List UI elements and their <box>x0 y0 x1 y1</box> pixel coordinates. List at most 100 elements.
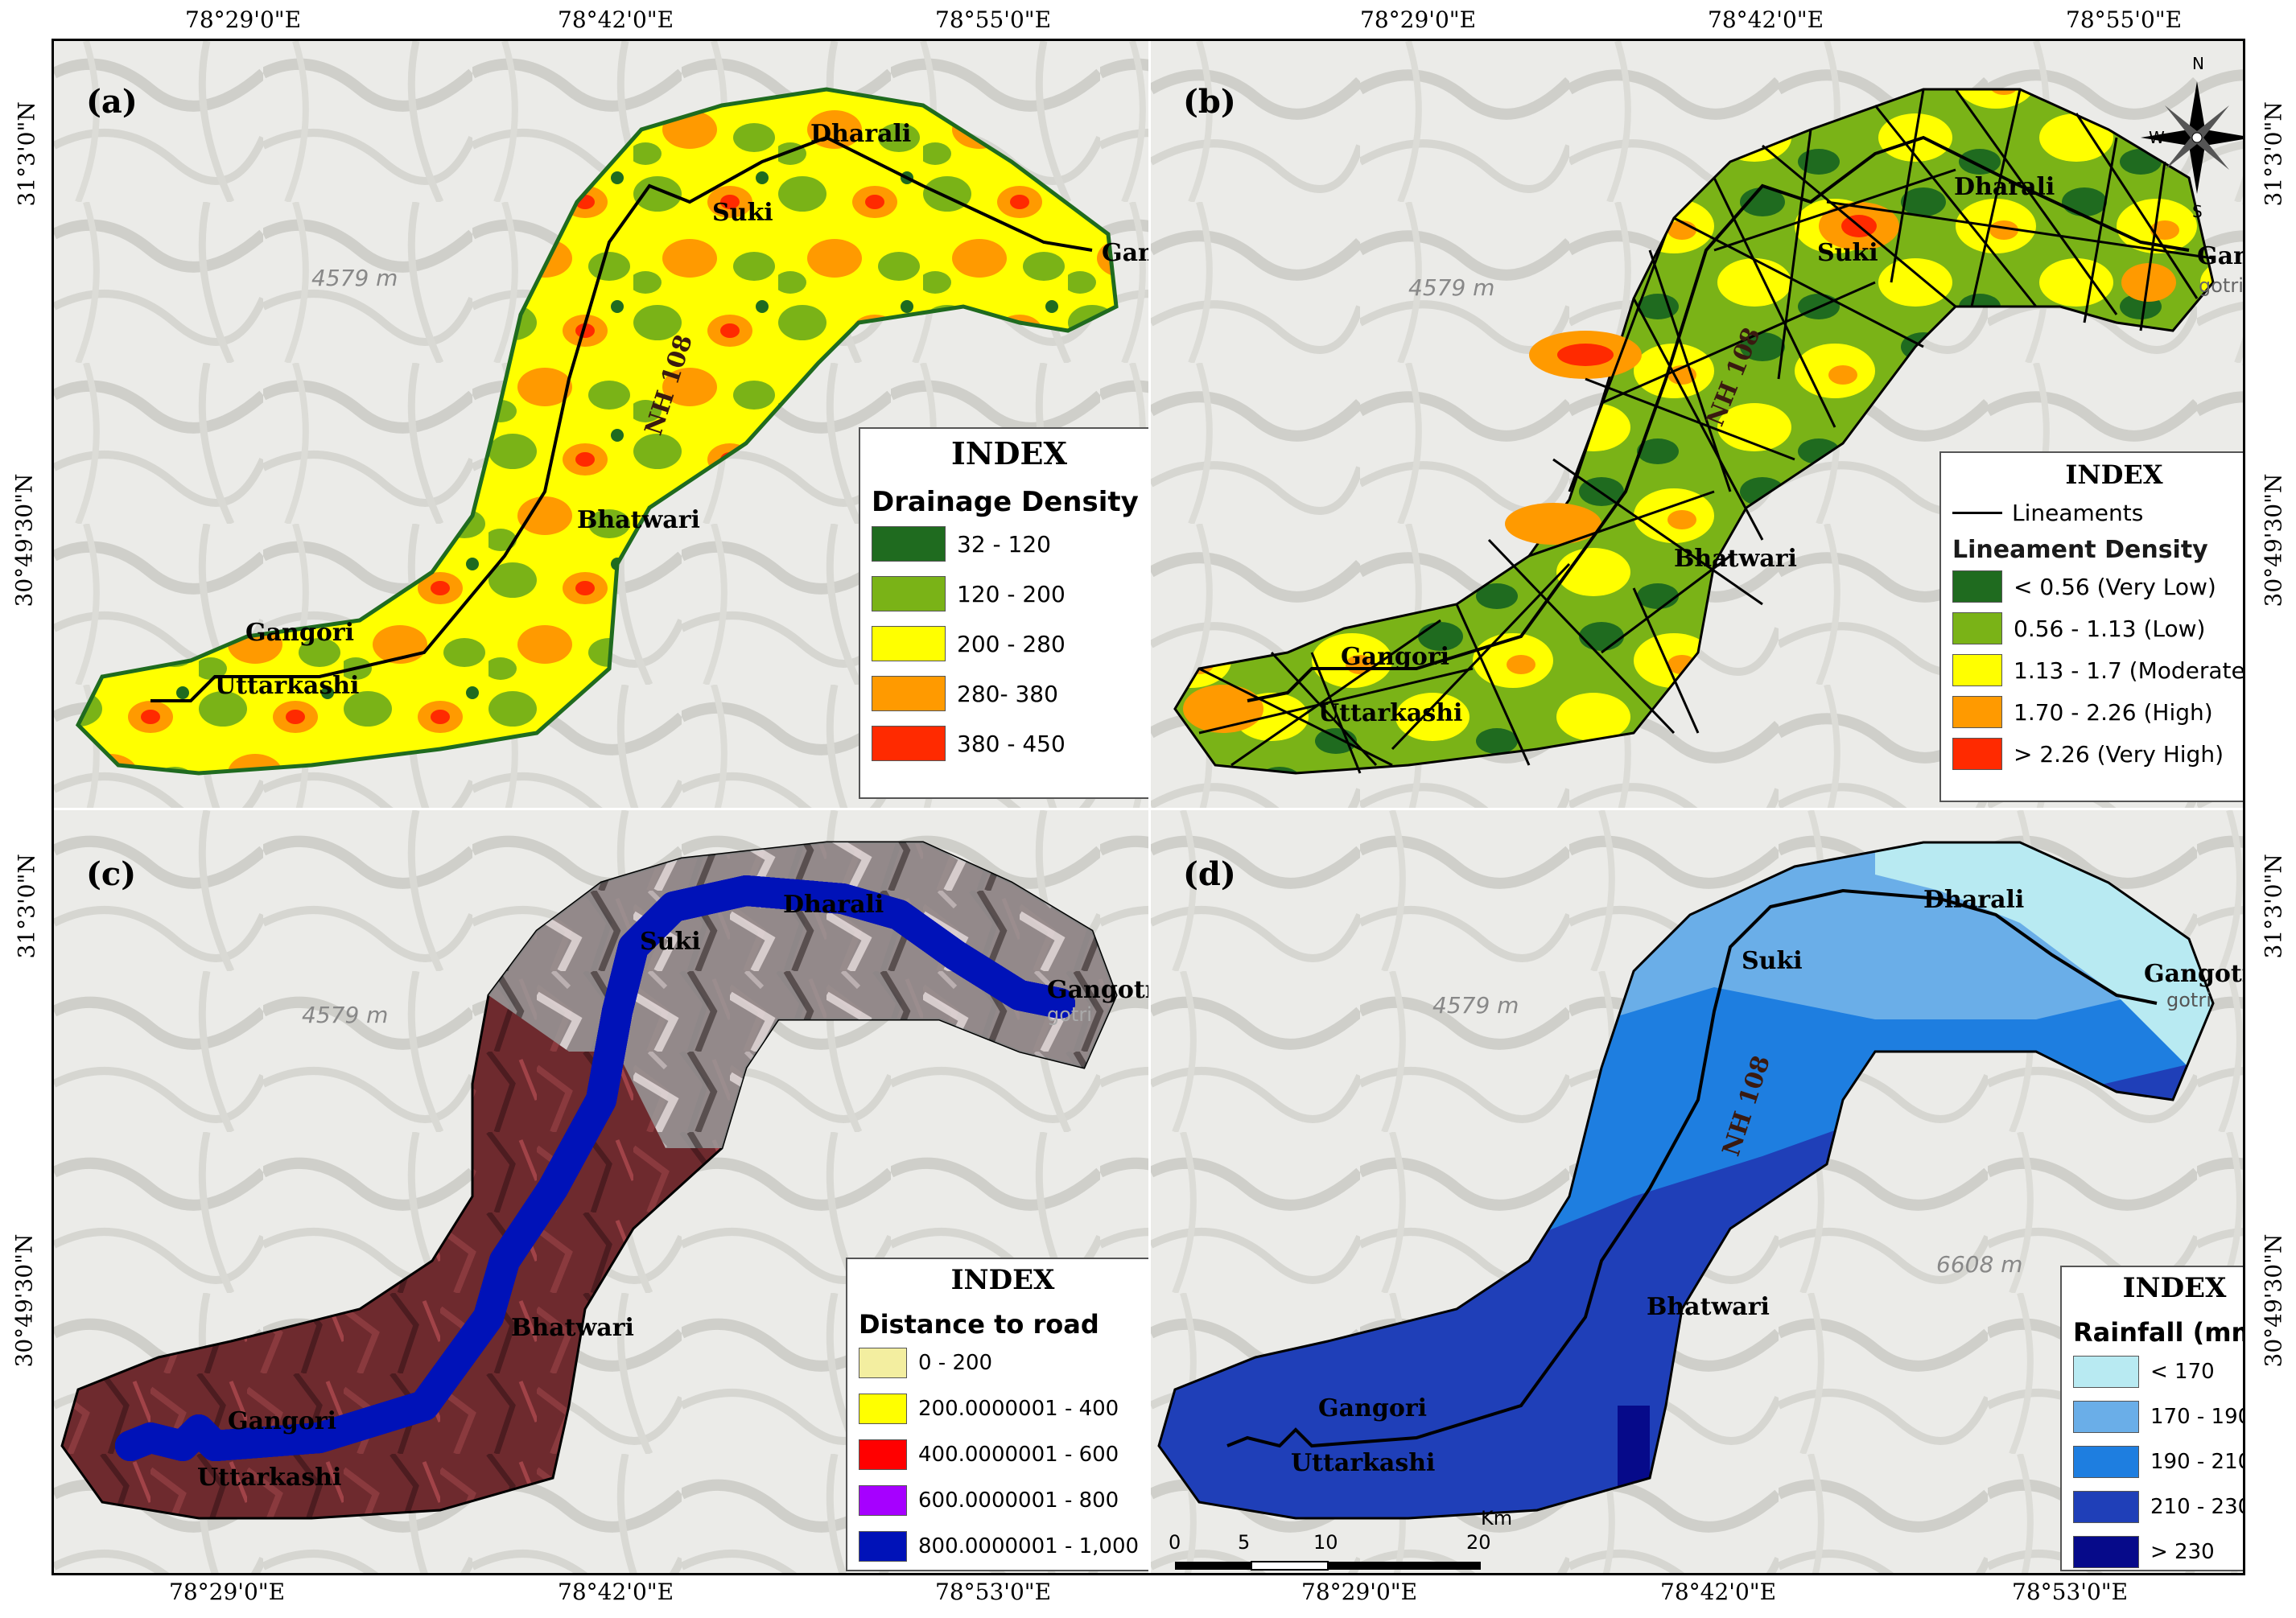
place-bhatwari-c: Bhatwari <box>511 1314 634 1342</box>
place-gangori-d: Gangori <box>1318 1394 1428 1422</box>
legend-b-label: 1.70 - 2.26 (High) <box>2014 698 2213 726</box>
legend-c-item: 200.0000001 - 400 <box>859 1394 1147 1424</box>
coord-bottom-c3: 78°53'0"E <box>935 1579 1052 1605</box>
legend-d-swatch <box>2073 1446 2139 1478</box>
gotri-label-b: gotri <box>2199 274 2243 297</box>
legend-b-item: 0.56 - 1.13 (Low) <box>1952 612 2243 644</box>
legend-c-label: 400.0000001 - 600 <box>918 1443 1119 1467</box>
coord-bottom-c1: 78°29'0"E <box>169 1579 286 1605</box>
elevation-label-b: 4579 m <box>1408 274 1495 301</box>
place-dharali-a: Dharali <box>810 120 912 148</box>
legend-c-item: 400.0000001 - 600 <box>859 1439 1147 1470</box>
road-buffer <box>115 875 1075 1461</box>
legend-a-items: 32 - 120 120 - 200 200 - 280 280- 380 380 - … <box>872 526 1147 761</box>
place-suki-b: Suki <box>1817 239 1878 267</box>
legend-b-items: < 0.56 (Very Low) 0.56 - 1.13 (Low) 1.13 -… <box>1952 570 2243 770</box>
legend-c-title: INDEX <box>950 1264 1055 1296</box>
legend-d-title: INDEX <box>2122 1272 2227 1304</box>
legend-a-label: 120 - 200 <box>957 580 1066 607</box>
place-suki-d: Suki <box>1742 947 1803 975</box>
scale-unit: Km <box>1481 1507 1513 1529</box>
place-dharali-d: Dharali <box>1923 886 2025 914</box>
legend-d-swatch <box>2073 1401 2139 1433</box>
legend-d-items: < 170 170 - 190 190 - 210 210 - 230 > 230 <box>2073 1356 2243 1568</box>
place-bhatwari-d: Bhatwari <box>1647 1293 1770 1321</box>
lineaments <box>1198 89 2214 774</box>
legend-a-swatch <box>872 526 946 562</box>
legend-a-label: 200 - 280 <box>957 630 1066 657</box>
legend-b-lineament-row: Lineaments <box>1952 500 2243 526</box>
legend-b-label: < 0.56 (Very Low) <box>2014 573 2216 600</box>
legend-b-label: > 2.26 (Very High) <box>2014 740 2224 768</box>
compass-s: S <box>2192 202 2203 221</box>
legend-a-label: 380 - 450 <box>957 730 1066 757</box>
coord-bottom-d3: 78°53'0"E <box>2012 1579 2129 1605</box>
scale-tick-0: 0 <box>1169 1531 1181 1554</box>
elevation-label-a: 4579 m <box>311 265 398 291</box>
legend-d-item: 190 - 210 <box>2073 1446 2243 1478</box>
legend-d-item: 210 - 230 <box>2073 1491 2243 1523</box>
legend-b-item: 1.13 - 1.7 (Moderate) <box>1952 654 2243 686</box>
legend-a-item: 380 - 450 <box>872 726 1147 761</box>
legend-b-label: 0.56 - 1.13 (Low) <box>2014 615 2206 642</box>
place-uttarkashi-d: Uttarkashi <box>1291 1449 1436 1477</box>
scale-bar <box>1175 1561 1481 1571</box>
panel-d-map <box>1151 810 2243 1573</box>
legend-b-swatch <box>1952 738 2002 770</box>
legend-b-item: < 0.56 (Very Low) <box>1952 570 2243 603</box>
panel-d-legend: INDEX Rainfall (mm) < 170 170 - 190 190 - … <box>2060 1266 2243 1571</box>
legend-d-swatch <box>2073 1491 2139 1523</box>
place-suki-c: Suki <box>640 928 701 956</box>
legend-a-label: 32 - 120 <box>957 530 1051 558</box>
coord-top-a2: 78°42'0"E <box>558 6 674 33</box>
legend-b-title: INDEX <box>2065 459 2163 490</box>
coord-top-a3: 78°55'0"E <box>935 6 1052 33</box>
legend-d-label: > 230 <box>2150 1540 2215 1564</box>
compass-w: W <box>2149 128 2165 147</box>
place-uttarkashi-a: Uttarkashi <box>215 672 360 700</box>
legend-b-swatch <box>1952 696 2002 728</box>
place-dharali-c: Dharali <box>783 891 884 919</box>
gotri-label-c: gotri <box>1047 1003 1092 1026</box>
legend-a-item: 120 - 200 <box>872 576 1147 611</box>
legend-d-label: 210 - 230 <box>2150 1495 2243 1519</box>
place-bhatwari-b: Bhatwari <box>1674 545 1797 573</box>
coord-right-d1: 31°3'0"N <box>2260 854 2287 959</box>
legend-d-item: 170 - 190 <box>2073 1401 2243 1433</box>
legend-a-subtitle: Drainage Density <box>872 486 1139 518</box>
legend-d-subtitle: Rainfall (mm) <box>2073 1317 2243 1348</box>
coord-left-a1: 31°3'0"N <box>13 101 40 207</box>
legend-c-label: 0 - 200 <box>918 1351 993 1375</box>
legend-a-item: 200 - 280 <box>872 626 1147 661</box>
legend-a-swatch <box>872 726 946 761</box>
legend-a-item: 280- 380 <box>872 676 1147 711</box>
legend-c-swatch <box>859 1394 907 1424</box>
coord-right-b1: 31°3'0"N <box>2260 101 2287 207</box>
legend-d-swatch <box>2073 1356 2139 1388</box>
legend-b-swatch <box>1952 612 2002 644</box>
legend-a-swatch <box>872 676 946 711</box>
panel-c-label: (c) <box>86 855 137 893</box>
place-gangori-a: Gangori <box>245 619 355 647</box>
legend-d-label: < 170 <box>2150 1360 2215 1384</box>
legend-c-items: 0 - 200 200.0000001 - 400 400.0000001 - 60… <box>859 1348 1147 1562</box>
panel-b-label: (b) <box>1183 83 1236 121</box>
legend-b-item: > 2.26 (Very High) <box>1952 738 2243 770</box>
legend-a-title: INDEX <box>951 435 1067 471</box>
panel-a-legend: INDEX Drainage Density 32 - 120 120 - 200… <box>859 427 1148 799</box>
panel-c-legend: INDEX Distance to road 0 - 200 200.000000… <box>846 1258 1148 1571</box>
legend-d-label: 170 - 190 <box>2150 1405 2243 1429</box>
compass-rose <box>2141 81 2243 194</box>
legend-d-item: < 170 <box>2073 1356 2243 1388</box>
legend-b-swatch <box>1952 654 2002 686</box>
coord-bottom-d2: 78°42'0"E <box>1660 1579 1777 1605</box>
legend-c-swatch <box>859 1348 907 1378</box>
legend-b-label: 1.13 - 1.7 (Moderate) <box>2014 657 2243 684</box>
elevation-label-d2: 6608 m <box>1936 1251 2023 1278</box>
